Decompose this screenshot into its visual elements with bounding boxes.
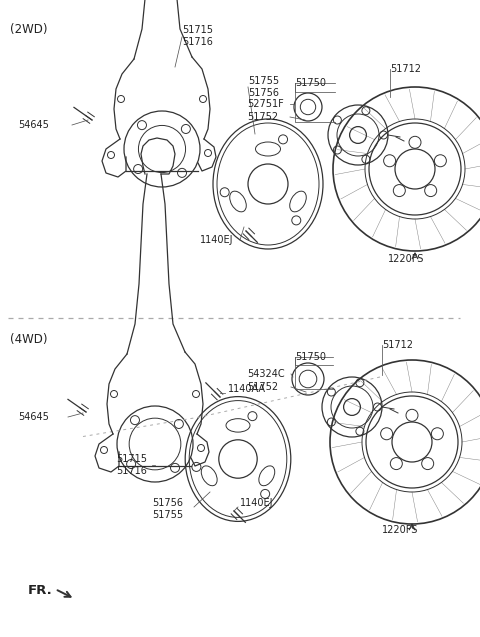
- Text: 51715: 51715: [116, 454, 147, 464]
- Text: 51712: 51712: [390, 64, 421, 74]
- Text: 51756: 51756: [248, 88, 279, 98]
- Text: 51755: 51755: [248, 76, 279, 86]
- Text: 51752: 51752: [247, 382, 278, 392]
- Text: 51715: 51715: [182, 25, 213, 35]
- Text: 1220FS: 1220FS: [388, 254, 424, 264]
- Text: 54645: 54645: [18, 412, 49, 422]
- Text: (2WD): (2WD): [10, 22, 48, 36]
- Text: 54324C: 54324C: [247, 369, 285, 379]
- Text: 51712: 51712: [382, 340, 413, 350]
- Text: FR.: FR.: [28, 585, 53, 598]
- Text: 51752: 51752: [247, 112, 278, 122]
- Text: 1140EJ: 1140EJ: [240, 498, 274, 508]
- Text: 51750: 51750: [295, 352, 326, 362]
- Text: 51756: 51756: [152, 498, 183, 508]
- Text: 51750: 51750: [295, 78, 326, 88]
- Text: 1140EJ: 1140EJ: [200, 235, 233, 245]
- Text: 51716: 51716: [116, 466, 147, 476]
- Text: 51716: 51716: [182, 37, 213, 47]
- Text: 54645: 54645: [18, 120, 49, 130]
- Text: (4WD): (4WD): [10, 333, 48, 345]
- Text: 1220FS: 1220FS: [382, 525, 419, 535]
- Text: 51755: 51755: [152, 510, 183, 520]
- Text: 1140AA: 1140AA: [228, 384, 266, 394]
- Text: 52751F: 52751F: [247, 99, 284, 109]
